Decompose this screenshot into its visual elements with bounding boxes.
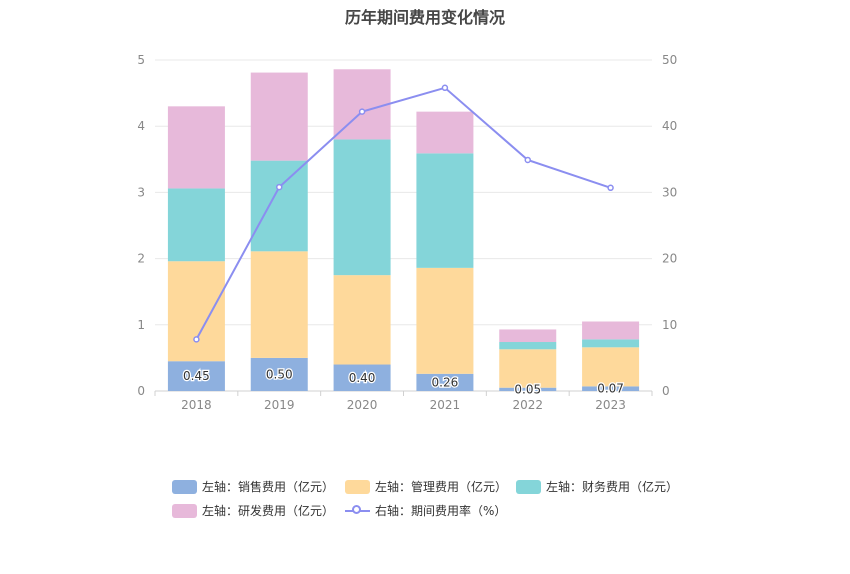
bar-segment — [499, 349, 557, 388]
bar-segment — [499, 329, 557, 343]
bar-data-label: 0.26 — [432, 375, 459, 389]
rate-point — [607, 184, 614, 192]
bar-segment — [416, 153, 474, 268]
chart-title: 历年期间费用变化情况 — [344, 8, 505, 27]
bar-data-label: 0.07 — [597, 382, 624, 396]
bar-segment — [499, 342, 557, 350]
legend-label: 左轴：销售费用（亿元） — [202, 480, 335, 494]
bar-segment — [416, 373, 474, 391]
bar-data-label: 0.45 — [183, 369, 210, 383]
left-axis-tick-label: 5 — [137, 53, 145, 67]
bar-segment — [333, 139, 391, 276]
right-axis-tick-label: 10 — [662, 318, 677, 332]
bar-segment — [582, 347, 640, 387]
bar-segment — [167, 106, 225, 189]
legend-item[interactable]: 左轴：财务费用（亿元） — [516, 478, 678, 495]
left-axis-tick-label: 1 — [137, 318, 145, 332]
right-axis-tick-label: 40 — [662, 119, 677, 133]
x-axis-tick-label: 2023 — [595, 398, 626, 412]
legend-swatch — [172, 479, 197, 494]
rate-point — [441, 84, 449, 92]
legend-line-marker — [345, 504, 370, 518]
legend-label: 左轴：管理费用（亿元） — [375, 480, 508, 494]
legend-label: 右轴：期间费用率（%） — [375, 504, 507, 518]
bar-segment — [250, 72, 308, 161]
right-axis-tick-label: 50 — [662, 53, 677, 67]
right-axis-tick-label: 0 — [662, 384, 670, 398]
bar-segment — [333, 275, 391, 365]
legend-swatch — [516, 479, 541, 494]
right-axis-tick-label: 30 — [662, 185, 677, 199]
bar-segment — [416, 111, 474, 154]
bar-segment — [167, 188, 225, 262]
x-axis-tick-label: 2020 — [347, 398, 378, 412]
legend-item[interactable]: 左轴：管理费用（亿元） — [345, 478, 507, 495]
left-axis-tick-label: 4 — [137, 119, 145, 133]
x-axis-tick-label: 2021 — [430, 398, 461, 412]
x-axis-tick-label: 2018 — [181, 398, 212, 412]
legend-label: 左轴：财务费用（亿元） — [546, 480, 679, 494]
rate-point — [276, 183, 283, 191]
bar-segment — [333, 364, 391, 391]
legend-item[interactable]: 右轴：期间费用率（%） — [345, 502, 506, 519]
legend-label: 左轴：研发费用（亿元） — [202, 504, 335, 518]
bar-segment — [416, 267, 474, 374]
left-axis-tick-label: 0 — [137, 384, 145, 398]
bar-segment — [582, 339, 640, 348]
legend-swatch — [172, 503, 197, 518]
bar-segment — [167, 361, 225, 391]
rate-point — [524, 156, 531, 164]
x-axis-tick-label: 2019 — [264, 398, 295, 412]
bar-segment — [250, 357, 308, 391]
bar-segment — [250, 251, 308, 358]
legend-item[interactable]: 左轴：销售费用（亿元） — [172, 478, 334, 495]
legend-item[interactable]: 左轴：研发费用（亿元） — [172, 502, 334, 519]
bar-data-label: 0.50 — [266, 367, 293, 381]
bar-segment — [582, 386, 640, 391]
x-axis-tick-label: 2022 — [512, 398, 543, 412]
left-axis-tick-label: 3 — [137, 185, 145, 199]
bar-segment — [250, 160, 308, 252]
bar-segment — [499, 387, 557, 391]
rate-point — [358, 108, 366, 115]
bar-data-label: 0.05 — [514, 382, 541, 396]
legend-swatch — [345, 479, 370, 494]
right-axis-tick-label: 20 — [662, 252, 677, 266]
bar-segment — [582, 321, 640, 340]
bar-data-label: 0.40 — [349, 371, 376, 385]
left-axis-tick-label: 2 — [137, 252, 145, 266]
bar-segment — [167, 261, 225, 362]
rate-point — [193, 336, 200, 343]
rate-line — [195, 86, 611, 340]
